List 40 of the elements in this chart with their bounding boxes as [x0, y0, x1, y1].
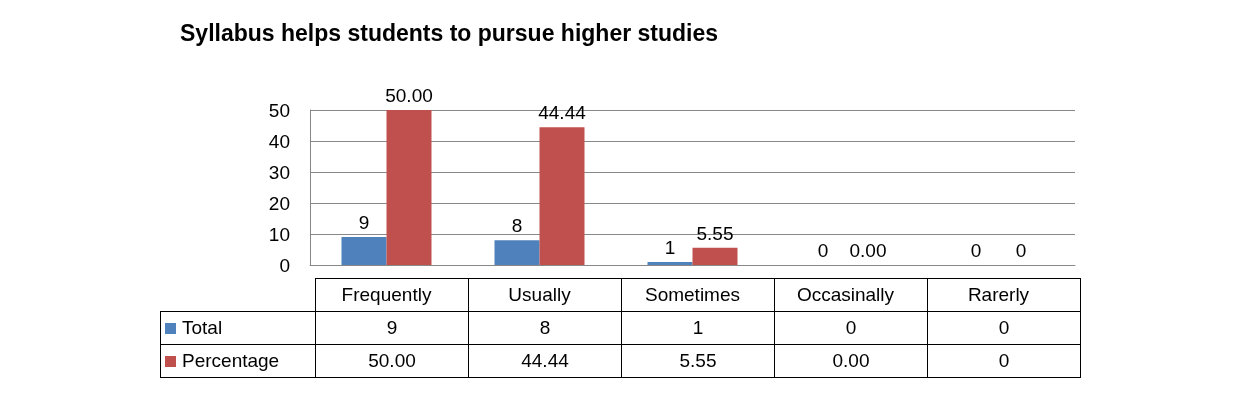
text: 8 [511, 215, 523, 237]
legend-label: Total [160, 311, 316, 345]
y-tick-label: 40 [268, 130, 290, 152]
data-label: 0 [927, 311, 1081, 345]
data-label: 50.00 [315, 344, 469, 378]
x-tick-label: Sometimes [644, 284, 741, 305]
text: 9 [358, 212, 370, 234]
data-label: 9 [315, 311, 469, 345]
x-tick-label: Usually [508, 284, 572, 305]
x-tick-label: Occasinally [796, 284, 895, 305]
data-label: 8 [468, 311, 622, 345]
text: 0 [970, 240, 982, 261]
text: 5.55 [696, 222, 734, 244]
y-tick-label: 30 [268, 161, 290, 183]
x-tick-label: Rarerly [967, 284, 1030, 305]
bar [494, 240, 540, 265]
text: 0.00 [849, 240, 887, 261]
legend-label: Percentage [160, 344, 316, 378]
data-label: 44.44 [468, 344, 622, 378]
bar [539, 127, 585, 265]
text: 1 [664, 236, 676, 258]
text: 44.44 [538, 102, 586, 124]
bar [647, 261, 693, 265]
data-label: 5.55 [621, 344, 775, 378]
text: 50.00 [385, 85, 433, 106]
text: 0 [1015, 240, 1027, 261]
data-label: 0.00 [774, 344, 928, 378]
text: 0 [817, 240, 829, 261]
data-label: 0 [927, 344, 1081, 378]
bar [341, 237, 387, 265]
x-tick-label: Frequently [341, 284, 432, 305]
y-tick-label: 20 [268, 192, 290, 214]
bar [386, 110, 432, 265]
chart-title: Syllabus helps students to pursue higher studies [180, 20, 719, 47]
bar [692, 247, 738, 265]
y-tick-label: 0 [279, 254, 290, 276]
data-label: 0 [774, 311, 928, 345]
y-tick-label: 10 [268, 223, 290, 245]
y-tick-label: 50 [268, 99, 290, 121]
data-label: 1 [621, 311, 775, 345]
